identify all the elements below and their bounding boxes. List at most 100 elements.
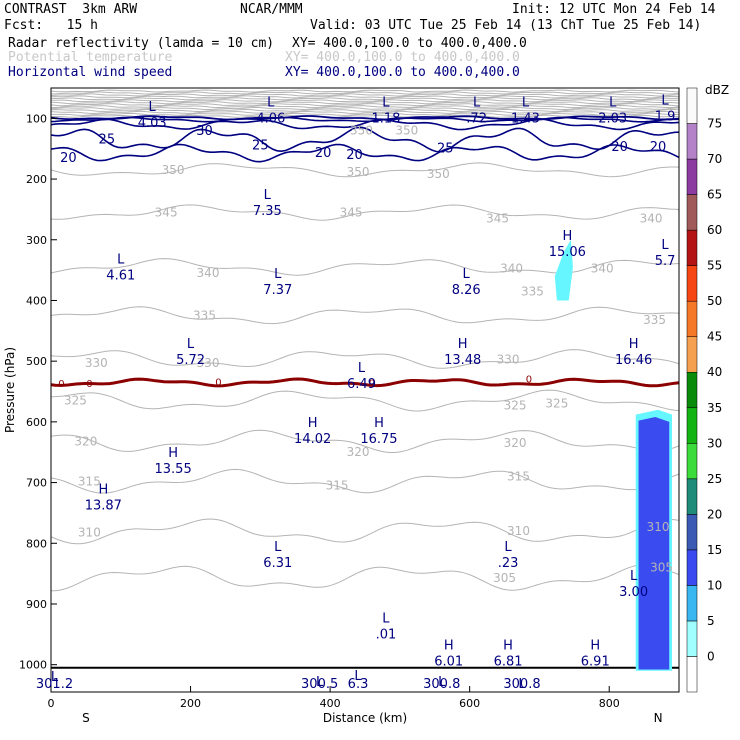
low-marker-letter: L	[51, 670, 59, 685]
x-end-label-right: N	[654, 711, 663, 725]
theta-contour-line	[51, 110, 679, 115]
theta-contour-label: 310	[507, 524, 530, 538]
high-marker-letter: H	[503, 639, 513, 654]
zero-isotherm-label: 0	[58, 379, 64, 390]
field-theta-xy: XY= 400.0,100.0 to 400.0,400.0	[285, 50, 520, 65]
theta-contour-label: 350	[395, 123, 418, 137]
theta-contour-label: 315	[326, 479, 349, 493]
low-marker-value: 6.31	[263, 556, 292, 571]
low-marker-letter: L	[518, 677, 526, 692]
theta-contour-line	[51, 306, 679, 325]
theta-contour-line	[51, 103, 679, 107]
init-time: Init: 12 UTC Mon 24 Feb 14	[512, 2, 716, 17]
theta-contour-label: 340	[591, 261, 614, 275]
colorbar-level-label: 55	[707, 259, 722, 273]
theta-contour-line	[51, 258, 679, 276]
theta-contour-line	[51, 349, 679, 369]
theta-contour-line	[51, 104, 679, 109]
model-title: CONTRAST 3km ARW	[4, 2, 138, 17]
theta-contour-label: 350	[347, 165, 370, 179]
colorbar-level-label: 0	[707, 649, 715, 663]
high-marker-value: 13.55	[155, 462, 192, 477]
low-marker-letter: L	[382, 611, 390, 626]
wind-contour-line	[51, 126, 679, 153]
field-wind-xy: XY= 400.0,100.0 to 400.0,400.0	[285, 65, 520, 80]
x-tick-label: 0	[48, 697, 55, 710]
high-marker-letter: H	[444, 639, 454, 654]
colorbar-swatch	[686, 194, 698, 231]
high-marker-value: 6.01	[434, 655, 463, 670]
colorbar-swatch	[686, 123, 698, 160]
low-marker-letter: L	[274, 540, 282, 555]
colorbar-swatch	[686, 443, 698, 480]
theta-contour-label: 320	[504, 436, 527, 450]
theta-contour-label: 340	[640, 212, 663, 226]
low-marker-value: 300.8	[423, 677, 460, 692]
y-tick-label: 400	[26, 294, 47, 307]
high-marker-letter: H	[590, 639, 600, 654]
colorbar-swatch	[686, 407, 698, 444]
theta-contour-label: 305	[650, 561, 673, 575]
y-tick-label: 500	[26, 355, 47, 368]
low-marker-value: 4.61	[106, 269, 135, 284]
low-marker-letter: L	[117, 253, 125, 268]
wind-contour-label: 20	[315, 146, 332, 161]
colorbar-swatch	[686, 620, 698, 657]
low-marker-letter: L	[661, 238, 669, 253]
low-marker-letter: L	[661, 93, 669, 108]
theta-contour-line	[51, 204, 679, 221]
x-end-label-left: S	[82, 711, 90, 725]
theta-contour-label: 315	[78, 474, 101, 488]
theta-contour-label: 325	[504, 398, 527, 412]
theta-contour-label: 340	[500, 261, 523, 275]
low-marker-value: 300.5	[301, 677, 338, 692]
theta-contour-label: 340	[197, 266, 220, 280]
colorbar-level-label: 30	[707, 436, 722, 450]
wind-contour-label: 25	[252, 139, 269, 154]
theta-contour-line	[51, 112, 679, 116]
forecast-hour: Fcst: 15 h	[4, 18, 98, 33]
colorbar-level-label: 10	[707, 578, 722, 592]
low-marker-letter: L	[264, 188, 272, 203]
wind-contour-label: 20	[60, 151, 77, 166]
high-marker-value: 13.48	[444, 353, 481, 368]
low-marker-value: 1.43	[511, 111, 540, 126]
wind-contour-line	[51, 116, 679, 123]
colorbar-level-label: 60	[707, 223, 722, 237]
low-marker-letter: L	[630, 569, 638, 584]
field-wind-name: Horizontal wind speed	[8, 65, 173, 80]
low-marker-value: 6.3	[348, 677, 369, 692]
theta-contour-label: 310	[647, 520, 670, 534]
y-tick-label: 100	[26, 112, 47, 125]
colorbar-swatch	[686, 549, 698, 586]
wind-contour-line	[51, 143, 679, 163]
colorbar-level-label: 75	[707, 117, 722, 131]
theta-contour-label: 330	[497, 352, 520, 366]
theta-contour-line	[51, 97, 679, 101]
high-marker-letter: H	[308, 416, 318, 431]
theta-contour-line	[51, 93, 679, 97]
high-marker-letter: H	[458, 337, 468, 352]
theta-contour-line	[51, 106, 679, 111]
wind-contour-label: 20	[650, 140, 667, 155]
low-marker-value: 7.35	[253, 204, 282, 219]
low-marker-value: 301.2	[36, 677, 73, 692]
high-marker-letter: H	[629, 337, 639, 352]
low-marker-value: 4.03	[138, 116, 167, 131]
high-marker-value: 16.75	[360, 432, 397, 447]
y-tick-label: 800	[26, 537, 47, 550]
theta-contour-line	[51, 91, 679, 95]
y-tick-label: 300	[26, 234, 47, 247]
wind-contour-line	[51, 115, 679, 121]
low-marker-value: 5.72	[176, 353, 205, 368]
y-tick-label: 700	[26, 477, 47, 490]
theta-contour-label: 325	[545, 397, 568, 411]
high-marker-letter: H	[168, 446, 178, 461]
low-marker-value: 300.8	[503, 677, 540, 692]
wind-contour-line	[51, 118, 679, 131]
theta-contour-label: 330	[197, 356, 220, 370]
zero-isotherm-line	[51, 377, 679, 388]
low-marker-value: 1.9	[655, 109, 676, 124]
low-marker-letter: L	[473, 95, 481, 110]
